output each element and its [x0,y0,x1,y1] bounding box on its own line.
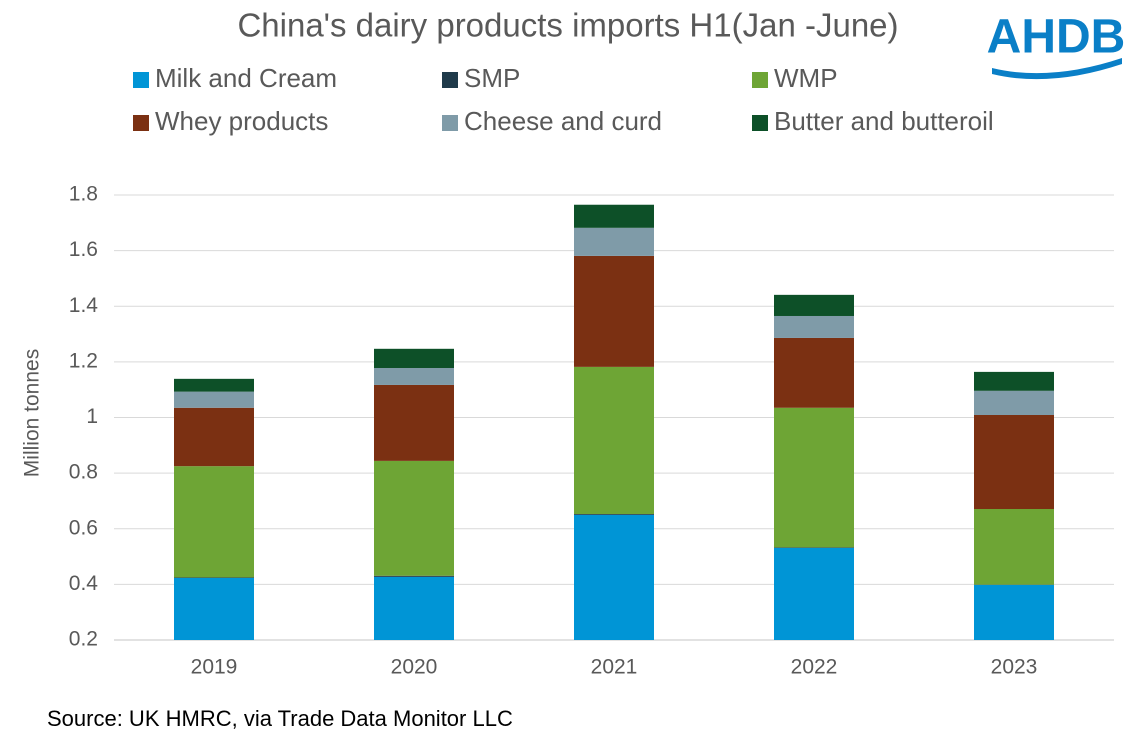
bar-segment [774,547,854,640]
x-tick-label: 2021 [591,656,638,679]
bar-segment [374,460,454,576]
y-axis-label: Million tonnes [21,349,44,477]
legend-label: Whey products [155,106,328,136]
legend-label: SMP [464,63,520,93]
legend-swatch [133,115,149,131]
legend-label: Cheese and curd [464,106,662,136]
y-tick-label: 1.4 [69,294,99,317]
y-tick-label: 0.6 [69,516,98,539]
bar-segment [174,577,254,578]
bar-segment [974,371,1054,391]
y-tick-label: 1 [86,405,98,428]
source: Source: UK HMRC, via Trade Data Monitor … [47,706,513,731]
y-tick-label: 1.2 [69,349,98,372]
bar-segment [374,348,454,368]
chart-title: China's dairy products imports H1(Jan -J… [237,7,898,44]
y-tick-label: 0.4 [69,572,99,595]
logo-wave [992,58,1122,80]
bar-segment [374,384,454,461]
bar-segment [574,255,654,367]
bar-segment [774,315,854,338]
bar-segment [774,547,854,548]
y-tick-label: 1.6 [69,238,98,261]
legend-swatch [752,115,768,131]
x-tick-label: 2019 [191,656,238,679]
bar-segment [174,391,254,408]
bar-segment [174,378,254,392]
legend-label: Milk and Cream [155,63,337,93]
bar-segment [974,414,1054,510]
bar-segment [774,407,854,548]
bar-segment [574,204,654,228]
bar-segment [574,514,654,515]
legend-swatch [442,72,458,88]
y-tick-label: 1.8 [69,183,98,206]
bar-segment [174,407,254,467]
y-tick-label: 0.8 [69,461,98,484]
bar-segment [574,514,654,640]
bar-segment [774,294,854,316]
logo: AHDB [987,11,1126,64]
legend-swatch [442,115,458,131]
bar-segment [174,466,254,578]
bar-segment [774,337,854,408]
bar-segment [974,390,1054,415]
bar-segment [574,227,654,256]
y-tick-label: 0.2 [69,628,98,651]
x-tick-label: 2020 [391,656,438,679]
bar-segment [974,509,1054,585]
x-tick-label: 2023 [991,656,1038,679]
bar-segment [974,584,1054,640]
legend-label: Butter and butteroil [774,106,994,136]
bar-segment [374,576,454,640]
x-tick-label: 2022 [791,656,838,679]
bar-segment [374,367,454,385]
legend-label: WMP [774,63,838,93]
legend-swatch [133,72,149,88]
legend-swatch [752,72,768,88]
bar-segment [574,366,654,515]
bar-segment [174,577,254,640]
bar-segment [374,575,454,577]
